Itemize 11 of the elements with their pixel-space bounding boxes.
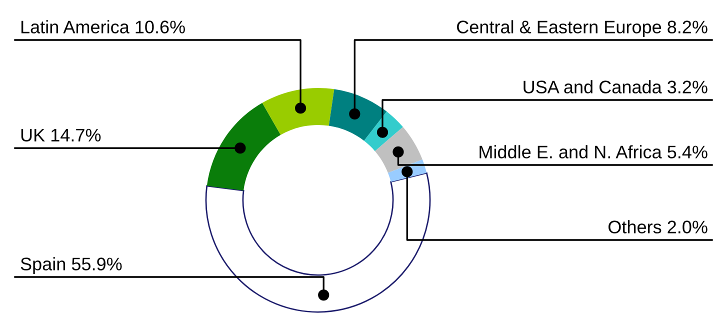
slice-label: Middle E. and N. Africa 5.4% <box>480 145 708 158</box>
slice-label: Others 2.0% <box>608 220 708 234</box>
slice-label: UK 14.7% <box>21 128 101 142</box>
donut-slice <box>262 88 334 135</box>
slice-label: Latin America 10.6% <box>21 20 185 34</box>
slice-label: Spain 55.9% <box>20 257 122 274</box>
donut-slice <box>328 89 387 141</box>
slice-label: USA and Canada 3.2% <box>524 80 708 94</box>
donut-slice <box>206 102 281 191</box>
slice-label: Central & Eastern Europe 8.2% <box>457 20 708 37</box>
donut-slice <box>205 172 431 313</box>
